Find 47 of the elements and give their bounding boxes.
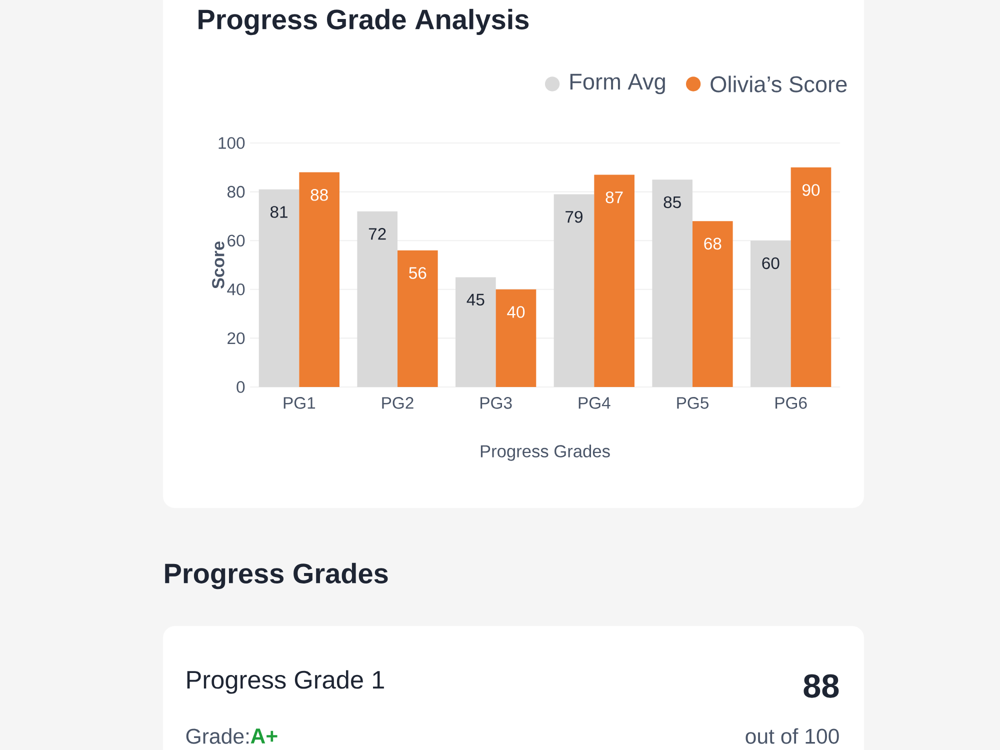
x-axis-title: Progress Grades [480, 444, 610, 461]
x-tick-label: PG6 [776, 397, 807, 409]
data-label: 56 [409, 267, 426, 279]
bar [496, 289, 536, 388]
bar [357, 211, 398, 388]
bar [692, 221, 733, 388]
x-tick-label: PG1 [284, 397, 316, 409]
x-tick-label: PG3 [480, 397, 512, 409]
text: Grade: [186, 728, 249, 744]
data-label: 88 [310, 189, 328, 201]
bar [554, 194, 594, 388]
text: 88 [804, 674, 839, 698]
bar [652, 180, 692, 388]
x-tick-label: PG4 [578, 397, 610, 409]
text: out of 100 [746, 728, 839, 744]
data-label: 40 [507, 306, 525, 318]
bar [456, 277, 496, 388]
data-label: 85 [664, 196, 681, 208]
data-label: 79 [566, 210, 582, 223]
bar [594, 174, 634, 388]
y-tick-label: 80 [227, 186, 245, 198]
y-tick-label: 20 [228, 332, 245, 344]
y-axis-title: Score [212, 242, 224, 289]
bar [790, 167, 832, 388]
text: Progress Grades [165, 562, 388, 590]
legend-label: Olivia’s Score [710, 76, 847, 92]
legend-label: Form Avg [570, 74, 665, 94]
y-tick-label: 0 [236, 381, 245, 393]
data-label: 68 [704, 238, 722, 250]
bar [299, 172, 340, 388]
x-tick-label: PG5 [677, 397, 708, 409]
text: A+ [250, 728, 278, 744]
data-label: 45 [466, 294, 484, 306]
chart-title: Progress Grade Analysis [198, 8, 529, 36]
y-tick-label: 60 [228, 234, 245, 247]
bar [398, 250, 438, 388]
y-tick-label: 100 [218, 137, 245, 149]
data-label: 60 [762, 257, 780, 270]
bar [750, 240, 791, 388]
text: Progress Grade 1 [187, 670, 384, 694]
data-label: 72 [368, 228, 386, 240]
data-label: 87 [606, 191, 623, 204]
y-tick-label: 40 [227, 284, 245, 296]
x-tick-label: PG2 [382, 397, 414, 409]
data-label: 90 [802, 184, 820, 196]
bar [258, 189, 300, 388]
data-label: 81 [270, 206, 288, 218]
